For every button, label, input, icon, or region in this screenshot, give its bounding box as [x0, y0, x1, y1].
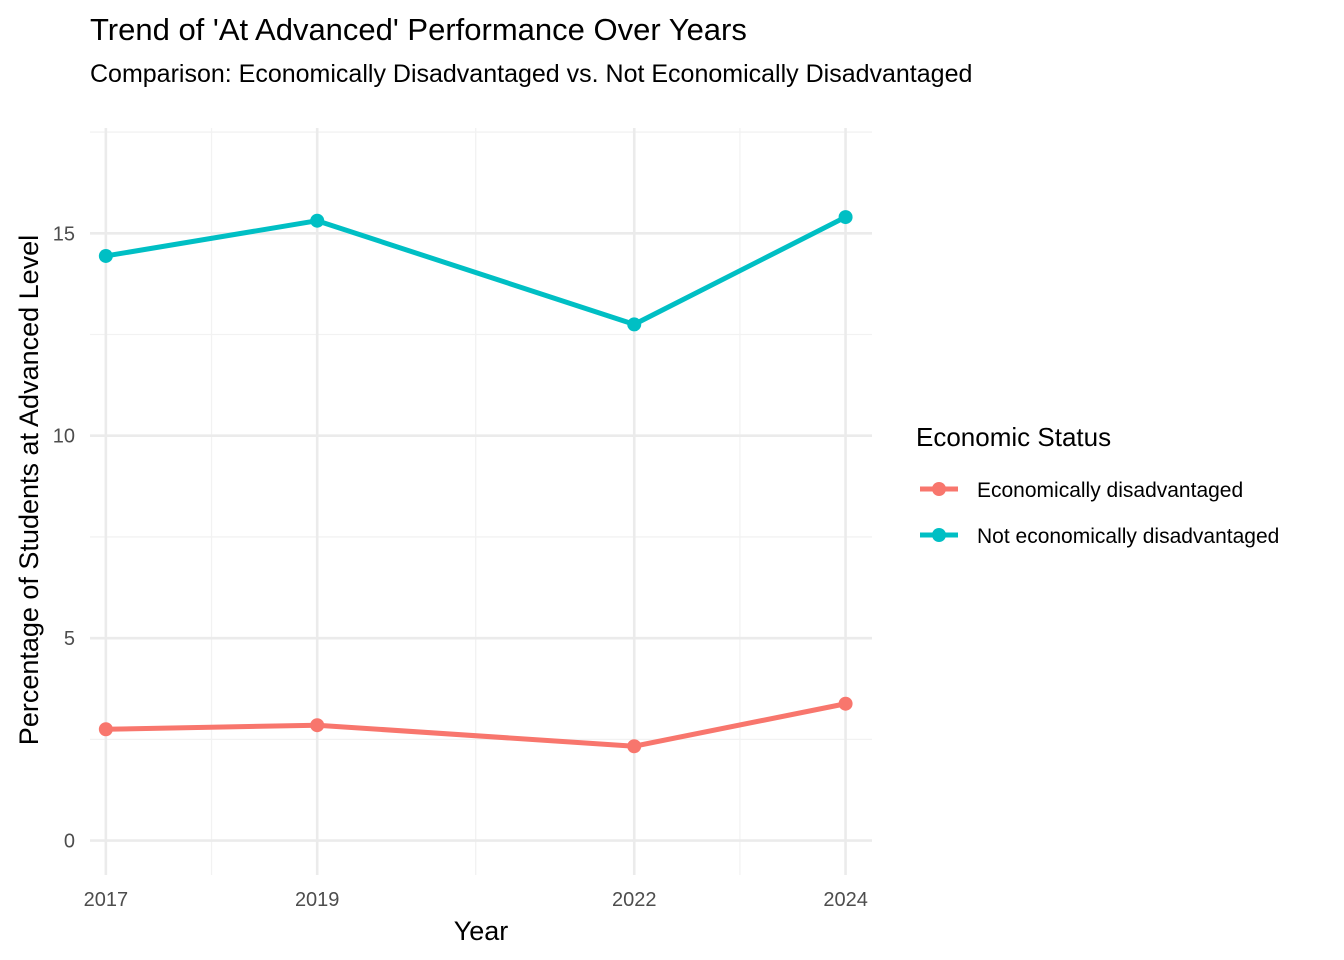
data-point [627, 739, 642, 754]
x-tick-label: 2019 [295, 889, 340, 911]
y-axis-title: Percentage of Students at Advanced Level [14, 235, 44, 745]
data-point [838, 210, 853, 225]
series-line [105, 701, 847, 749]
y-tick-label: 15 [53, 223, 75, 245]
y-tick-label: 0 [64, 831, 75, 853]
legend-key-point [932, 482, 946, 496]
series-2 [98, 210, 853, 332]
y-tick-label: 5 [64, 628, 75, 650]
legend-title: Economic Status [916, 422, 1111, 452]
x-axis-ticks: 2017 2019 2022 2024 [84, 889, 868, 911]
x-tick-label: 2017 [84, 889, 129, 911]
data-point [98, 722, 113, 737]
legend-item: Not economically disadvantaged [920, 525, 1279, 548]
x-tick-label: 2024 [823, 889, 868, 911]
y-tick-label: 10 [53, 426, 75, 448]
x-axis-title: Year [454, 916, 509, 946]
legend-label: Economically disadvantaged [977, 479, 1243, 502]
x-tick-label: 2022 [612, 889, 657, 911]
data-point [838, 696, 853, 711]
data-point [310, 213, 325, 228]
data-point [627, 317, 642, 332]
chart-title: Trend of 'At Advanced' Performance Over … [90, 12, 747, 47]
legend-label: Not economically disadvantaged [977, 525, 1279, 548]
series-lines [98, 210, 853, 754]
legend-items: Economically disadvantaged Not economical… [920, 479, 1279, 548]
series-line [105, 214, 847, 327]
legend-item: Economically disadvantaged [920, 479, 1243, 502]
y-axis-ticks: 0 5 10 15 [53, 223, 75, 852]
series-1 [98, 696, 853, 754]
data-point [98, 248, 113, 263]
data-point [310, 718, 325, 733]
chart-subtitle: Comparison: Economically Disadvantaged v… [90, 60, 972, 88]
legend-key-point [932, 528, 946, 542]
legend: Economic Status Economically disadvantag… [916, 422, 1279, 548]
